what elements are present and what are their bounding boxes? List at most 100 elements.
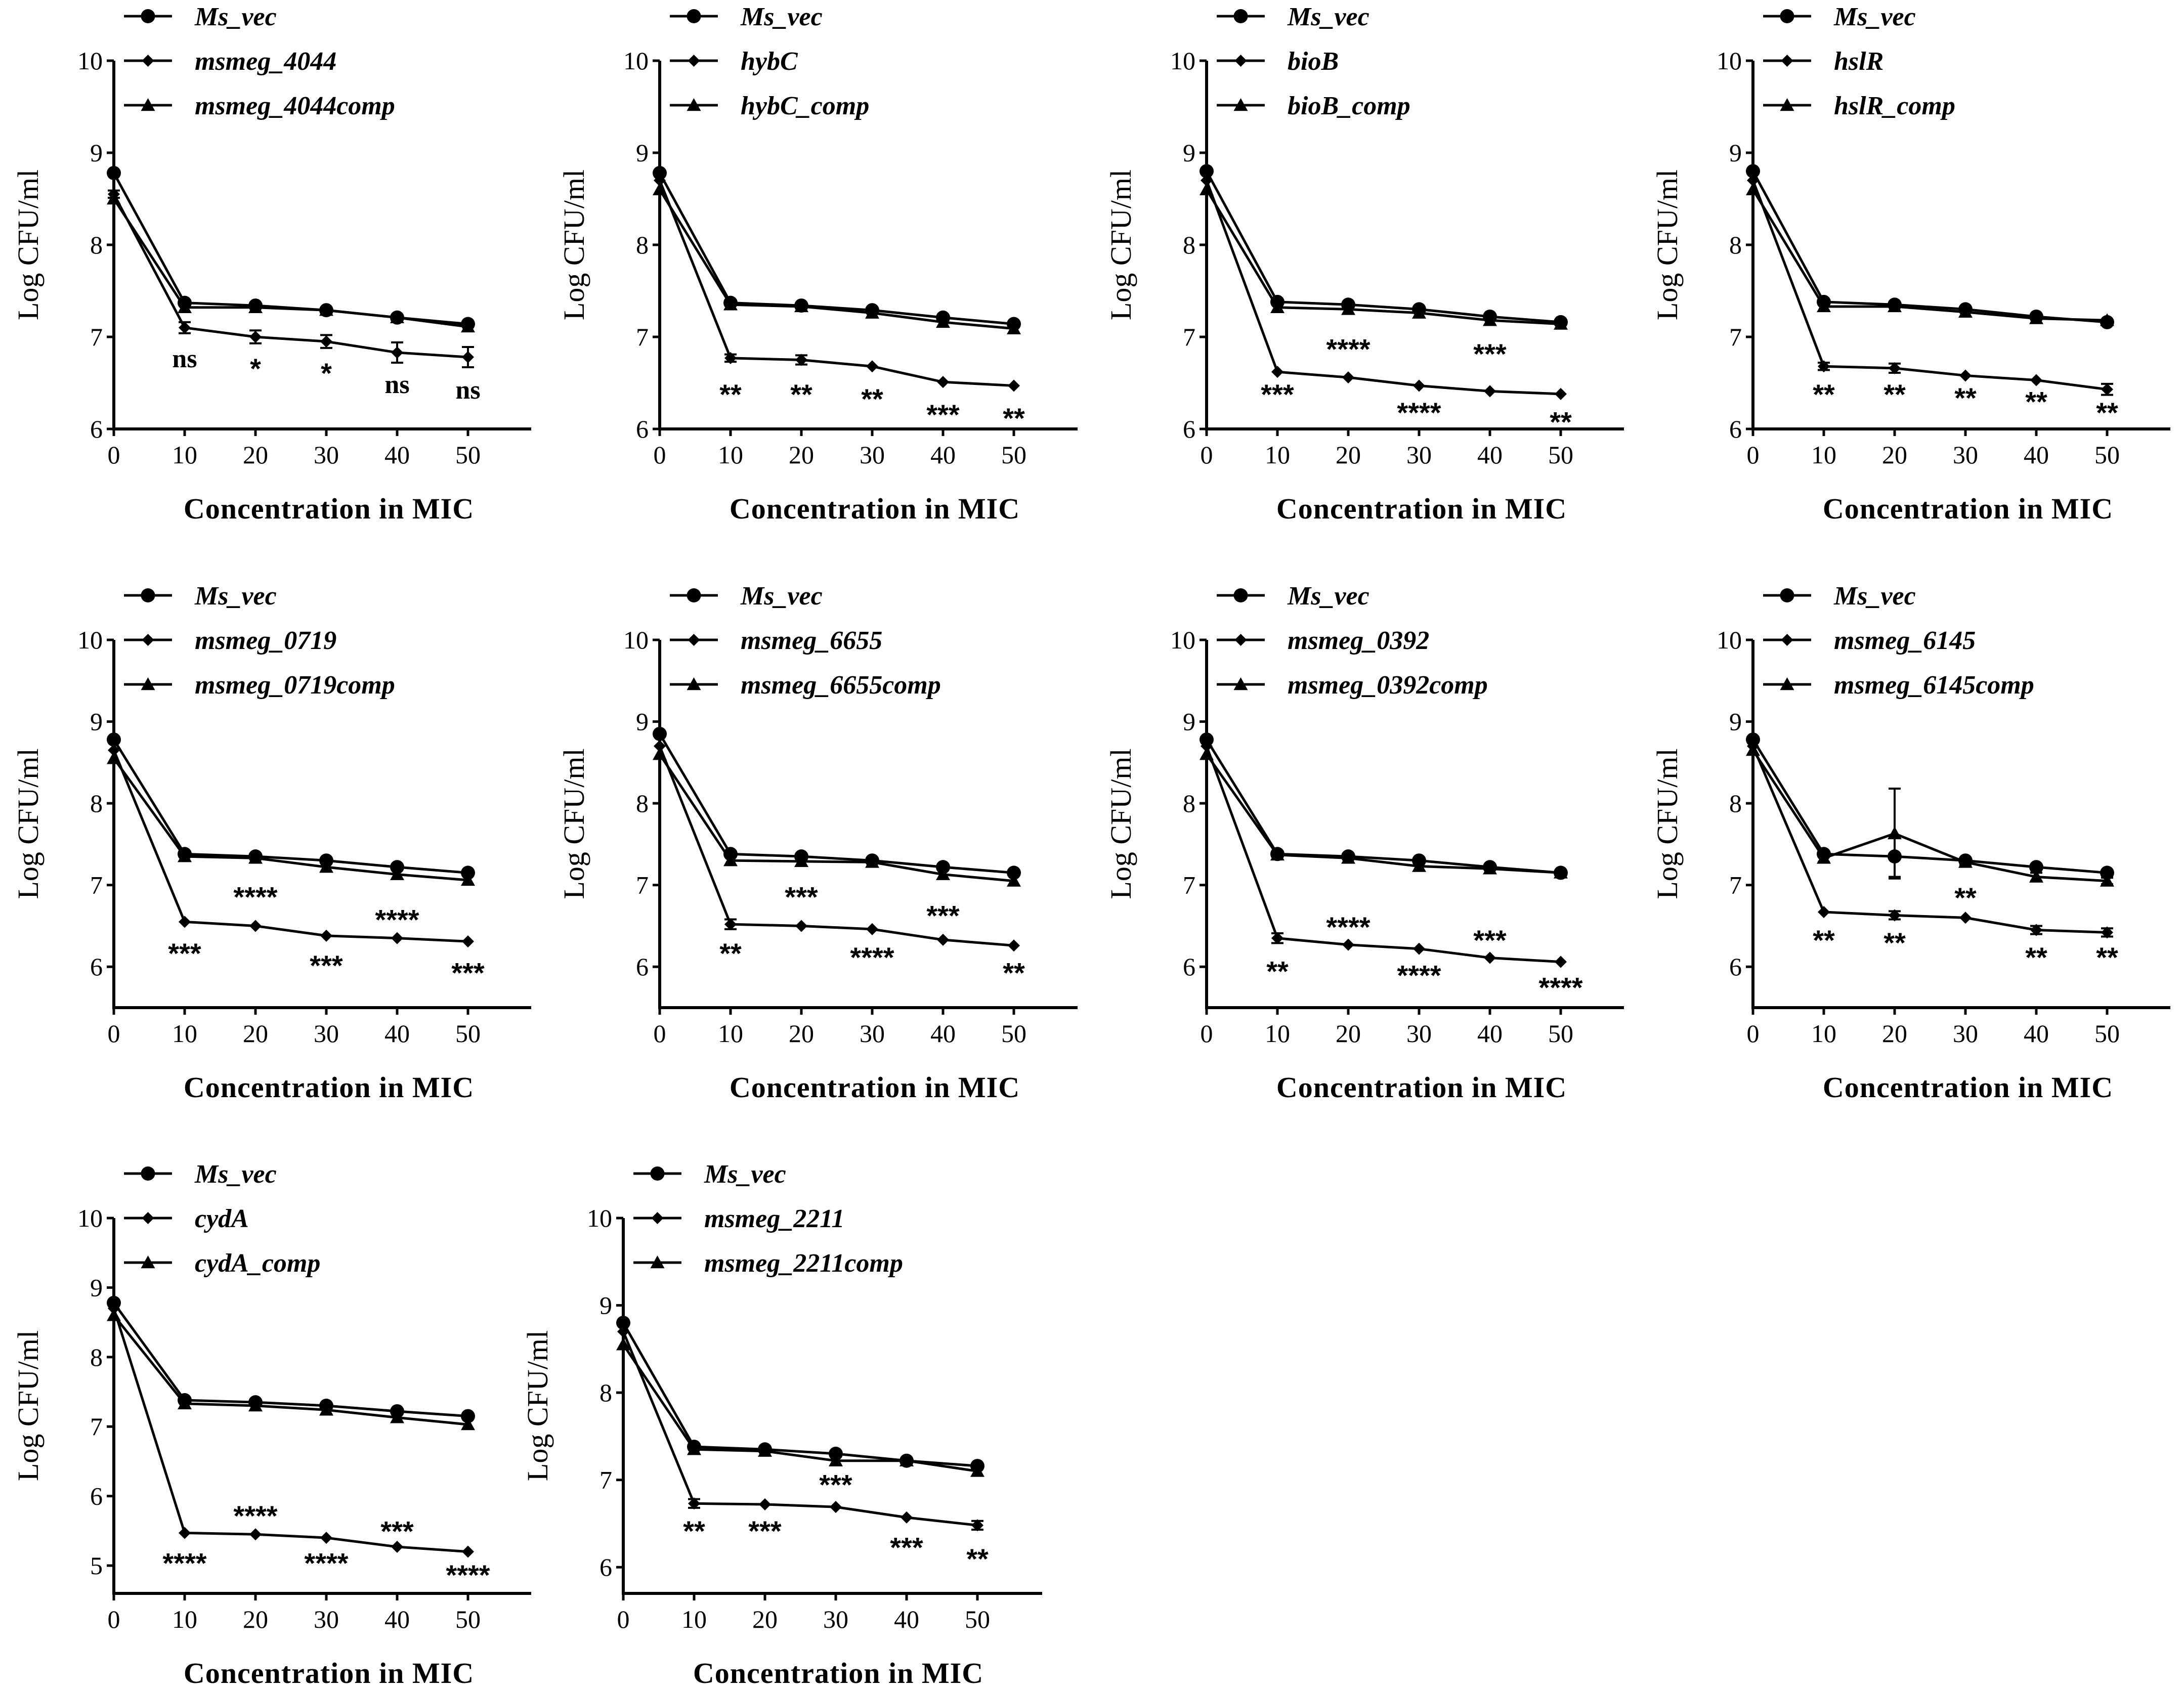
- marker-triangle: [178, 300, 192, 313]
- marker-triangle: [178, 849, 192, 862]
- marker-circle: [653, 166, 667, 181]
- y-axis-label: Log CFU/ml: [521, 1330, 554, 1481]
- x-tick-label: 0: [108, 1605, 120, 1633]
- marker-triangle: [687, 1442, 701, 1455]
- y-tick-label: 7: [90, 323, 103, 351]
- marker-triangle: [319, 303, 333, 316]
- y-tick-label: 5: [90, 1551, 103, 1580]
- significance-label: ****: [1397, 959, 1441, 991]
- y-tick-label: 7: [1183, 323, 1195, 351]
- marker-triangle: [2029, 311, 2043, 324]
- significance-label: **: [2025, 385, 2047, 417]
- legend-label: hybC_comp: [741, 92, 869, 120]
- x-tick-label: 10: [1811, 441, 1836, 469]
- marker-triangle: [653, 182, 667, 195]
- significance-label: ****: [304, 1547, 348, 1579]
- series-line: [1751, 746, 2108, 934]
- marker-triangle: [1341, 302, 1355, 315]
- x-tick-label: 40: [2024, 1019, 2049, 1048]
- y-tick-label: 8: [636, 231, 649, 259]
- marker-circle: [2029, 860, 2043, 875]
- marker-triangle: [1200, 182, 1214, 195]
- x-axis-label: Concentration in MIC: [693, 1657, 983, 1689]
- y-tick-label: 9: [90, 1273, 103, 1302]
- x-tick-label: 0: [1201, 441, 1213, 469]
- y-tick-label: 8: [599, 1378, 612, 1407]
- y-tick-label: 8: [636, 789, 649, 817]
- series-line: [1205, 189, 1561, 326]
- significance-label: ***: [890, 1532, 923, 1564]
- series-Ms_vec: [107, 1295, 475, 1423]
- marker-triangle: [1554, 317, 1568, 330]
- marker-triangle: [2029, 870, 2043, 883]
- series-bioB: [1201, 174, 1567, 400]
- legend-label: Ms_vec: [1287, 582, 1369, 611]
- significance-label: ***: [926, 899, 960, 931]
- marker-diamond: [901, 1511, 913, 1524]
- chart-panel-1: 6 7 8 9 10 0 10 20 30 40 50 Concentration in MIC Log…: [12, 3, 531, 525]
- marker-triangle: [390, 310, 404, 323]
- marker-triangle: [1888, 299, 1902, 313]
- y-tick-label: 7: [599, 1466, 612, 1494]
- marker-diamond: [1271, 932, 1283, 944]
- x-tick-label: 50: [2094, 441, 2120, 469]
- y-tick-label: 8: [90, 1343, 103, 1371]
- marker-triangle: [865, 306, 879, 319]
- significance-label: **: [966, 1543, 989, 1575]
- significance-label: ****: [1326, 911, 1370, 943]
- marker-diamond: [462, 935, 474, 948]
- marker-diamond: [1484, 385, 1496, 398]
- marker-diamond: [759, 1498, 771, 1510]
- series-line: [1751, 189, 2108, 322]
- series-cydA_comp: [107, 1308, 475, 1431]
- y-tick-label: 10: [587, 1204, 612, 1232]
- y-tick-label: 7: [1729, 871, 1742, 899]
- x-tick-label: 40: [384, 441, 410, 469]
- marker-diamond: [1555, 956, 1567, 968]
- marker-circle: [141, 9, 155, 23]
- significance-label: **: [1550, 406, 1572, 438]
- legend-label: msmeg_0719comp: [195, 671, 395, 700]
- legend-label: Ms_vec: [740, 582, 823, 611]
- y-axis-label: Log CFU/ml: [12, 1330, 45, 1481]
- marker-diamond: [937, 933, 949, 946]
- marker-diamond: [654, 174, 666, 187]
- legend-label: bioB_comp: [1288, 92, 1410, 120]
- x-axis-label: Concentration in MIC: [1823, 492, 2113, 525]
- marker-circle: [141, 588, 155, 602]
- marker-triangle: [1200, 747, 1214, 760]
- marker-triangle: [178, 1396, 192, 1410]
- marker-diamond: [724, 918, 737, 931]
- series-line: [658, 753, 1014, 883]
- legend: Ms_vec hslR hslR_comp: [1763, 3, 1955, 120]
- marker-triangle: [653, 747, 667, 760]
- marker-triangle: [687, 677, 701, 690]
- marker-diamond: [391, 932, 403, 944]
- marker-triangle: [1341, 851, 1355, 864]
- legend-label: msmeg_6145comp: [1834, 671, 2034, 700]
- legend-label: msmeg_6655comp: [741, 671, 941, 700]
- series-msmeg_4044: [108, 188, 474, 369]
- series-msmeg_6655comp: [653, 747, 1021, 887]
- significance-label: ****: [233, 1500, 277, 1532]
- significance-label: ns: [172, 344, 197, 373]
- y-tick-label: 9: [636, 708, 649, 736]
- marker-triangle: [1958, 305, 1973, 318]
- marker-circle: [1780, 9, 1794, 23]
- marker-triangle: [865, 855, 879, 868]
- marker-diamond: [1342, 938, 1354, 951]
- marker-triangle: [390, 867, 404, 880]
- series-line: [1205, 746, 1561, 964]
- y-tick-label: 6: [90, 1482, 103, 1510]
- x-tick-label: 30: [823, 1605, 848, 1633]
- significance-label: **: [1813, 924, 1835, 956]
- series-line: [112, 1302, 468, 1418]
- x-axis-label: Concentration in MIC: [184, 1071, 474, 1104]
- legend-label: msmeg_2211comp: [704, 1249, 903, 1278]
- x-tick-label: 0: [617, 1605, 630, 1633]
- marker-triangle: [248, 300, 263, 313]
- x-axis-label: Concentration in MIC: [184, 492, 474, 525]
- marker-circle: [653, 726, 667, 741]
- marker-triangle: [1233, 98, 1248, 111]
